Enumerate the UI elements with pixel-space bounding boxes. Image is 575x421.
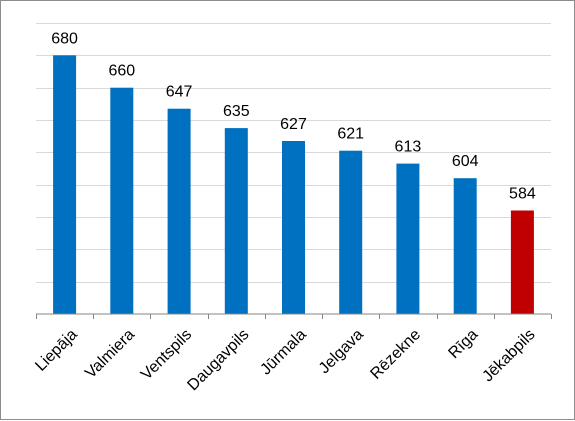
category-label: Ventspils <box>138 326 195 383</box>
category-label: Valmiera <box>82 326 138 382</box>
value-label: 613 <box>395 139 422 156</box>
value-label: 647 <box>166 84 193 101</box>
bar-rīga <box>453 178 477 314</box>
value-labels: 680 660 647 635 627 621 613 604 584 <box>51 30 536 202</box>
category-label: Jūrmala <box>257 326 309 378</box>
x-axis-ticks <box>36 314 552 319</box>
bar-liepāja <box>53 55 77 315</box>
bar-jūrmala <box>282 141 305 314</box>
category-label: Jelgava <box>316 326 367 377</box>
value-label: 680 <box>51 30 78 47</box>
category-label: Liepāja <box>32 326 81 375</box>
bars <box>53 55 534 315</box>
bar-jelgava <box>339 150 363 314</box>
value-label: 660 <box>108 63 135 80</box>
bar-jēkabpils <box>510 210 534 314</box>
value-label: 635 <box>223 103 250 120</box>
bar-daugavpils <box>224 128 248 314</box>
category-label: Daugavpils <box>184 326 252 394</box>
category-label: Jēkabpils <box>479 326 538 385</box>
bar-ventspils <box>167 108 191 314</box>
bar-valmiera <box>110 87 134 314</box>
bar-rēzekne <box>396 163 420 314</box>
category-label: Rīga <box>445 326 481 362</box>
value-label: 604 <box>452 153 479 170</box>
value-label: 627 <box>280 116 307 133</box>
category-label: Rēzekne <box>367 326 424 383</box>
value-label: 621 <box>337 126 364 143</box>
value-label: 584 <box>509 186 536 203</box>
